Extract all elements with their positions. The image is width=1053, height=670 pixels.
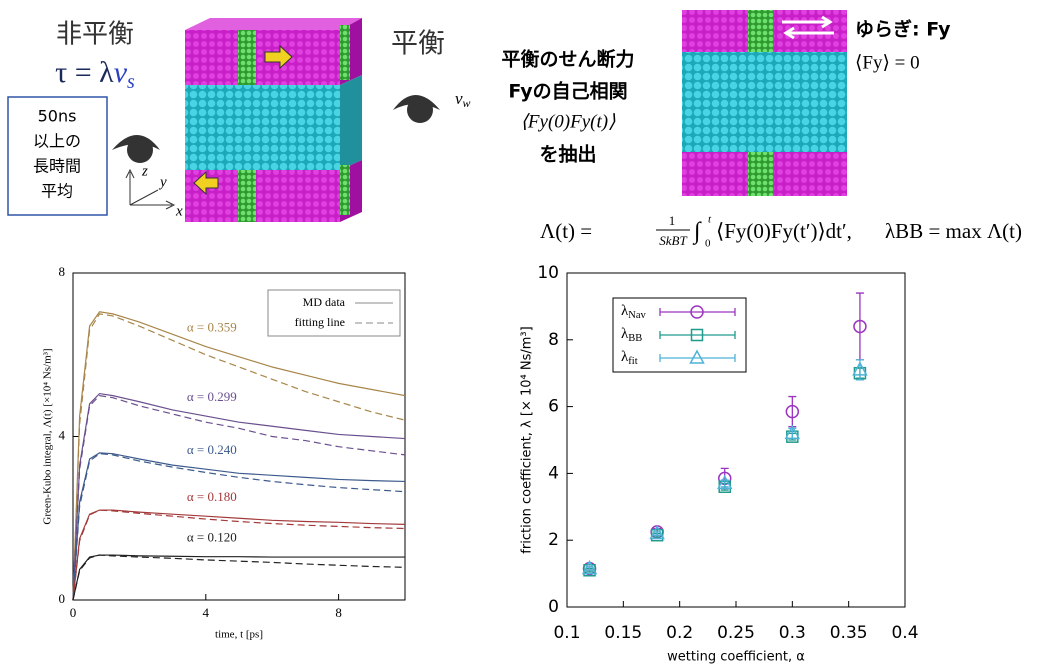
axis-z: z — [141, 163, 148, 179]
series-annotation: α = 0.180 — [187, 489, 237, 504]
formula-rhs: λBB = max Λ(t) — [885, 219, 1022, 243]
formula-num: 1 — [669, 213, 676, 228]
tau-v: v — [114, 56, 128, 89]
y-tick-label: 4 — [59, 427, 66, 442]
axis-x: x — [175, 203, 183, 219]
axis-y: y — [158, 174, 167, 190]
md-line — [73, 394, 405, 600]
y-tick-label: 10 — [537, 263, 559, 283]
legend-marker — [691, 351, 704, 363]
note-line: 以上の — [33, 132, 81, 151]
note-line: 50ns — [38, 107, 77, 126]
series-annotation: α = 0.299 — [187, 389, 237, 404]
legend-label: MD data — [303, 295, 346, 309]
tau-text: τ = λ — [55, 56, 114, 89]
formula-upper: t — [708, 214, 712, 226]
vw-label: vw — [455, 89, 471, 110]
step: を抽出 — [539, 143, 596, 166]
x-tick-label: 0.2 — [666, 623, 693, 643]
md-line — [73, 555, 405, 600]
legend-label: λBB — [621, 326, 642, 344]
formula-int: ∫ — [692, 219, 702, 246]
md-line — [73, 453, 405, 600]
tau-formula: τ = λvs — [55, 56, 135, 93]
step: Fyの自己相関 — [508, 80, 627, 103]
x-tick-label: 4 — [203, 605, 210, 620]
series-annotation: α = 0.359 — [187, 320, 237, 335]
y-tick-label: 0 — [548, 597, 559, 617]
formula-den: SkBT — [659, 233, 687, 248]
eye-icon — [112, 135, 160, 163]
y-axis-label: Green-Kubo integral, Λ(t) [×10⁴ Ns/m³] — [42, 348, 54, 524]
x-tick-label: 0.15 — [604, 623, 642, 643]
fluct: ゆらぎ: Fy — [855, 18, 951, 41]
x-axis-label: time, t [ps] — [215, 629, 263, 641]
legend-swatch — [660, 354, 735, 362]
md-box-eq — [682, 10, 847, 196]
x-tick-label: 8 — [335, 605, 342, 620]
x-axis-label: wetting coefficient, α — [667, 650, 805, 665]
series-annotation: α = 0.120 — [187, 530, 237, 545]
y-tick-label: 2 — [548, 530, 559, 550]
formula-lhs: Λ(t) = — [540, 219, 592, 243]
x-tick-label: 0.4 — [891, 623, 918, 643]
legend-label: λNav — [621, 303, 647, 321]
y-tick-label: 0 — [59, 591, 66, 606]
x-tick-label: 0 — [70, 605, 77, 620]
x-tick-label: 0.3 — [779, 623, 806, 643]
legend-swatch — [660, 331, 735, 339]
error-bar — [788, 397, 796, 427]
eye-icon — [393, 95, 440, 123]
y-tick-label: 4 — [548, 463, 559, 483]
slide: 非平衡 τ = λvs 50ns 以上の 長時間 平均 z y x 平衡 平衡の… — [0, 0, 1053, 670]
formula-body: ⟨Fy(0)Fy(t′)⟩dt′, — [716, 219, 852, 243]
fit-line — [73, 396, 405, 600]
tau-sub: s — [127, 71, 135, 93]
x-tick-label: 0.25 — [717, 623, 755, 643]
formula: Λ(t) = 1 SkBT ∫ 0 t ⟨Fy(0)Fy(t′)⟩dt′, λB… — [540, 213, 1022, 250]
axes-glyph — [126, 170, 174, 209]
y-tick-label: 8 — [59, 264, 66, 279]
formula-lower: 0 — [705, 238, 711, 250]
step: 平衡のせん断力 — [501, 48, 634, 71]
noneq-label: 非平衡 — [56, 20, 134, 50]
fluct-mean: ⟨Fy⟩ = 0 — [855, 52, 920, 73]
x-tick-label: 0.1 — [553, 623, 580, 643]
legend-label: fitting line — [295, 315, 345, 329]
y-axis-label: friction coefficient, λ [× 10⁴ Ns/m³] — [520, 326, 535, 553]
y-tick-label: 8 — [548, 330, 559, 350]
step: ⟨Fy(0)Fy(t)⟩ — [521, 111, 617, 132]
y-tick-label: 6 — [548, 397, 559, 417]
note-line: 長時間 — [33, 157, 81, 176]
legend-label: λfit — [621, 349, 638, 367]
eq-label: 平衡 — [391, 29, 445, 60]
fit-line — [73, 555, 405, 600]
md-box-noneq — [185, 18, 362, 222]
series-annotation: α = 0.240 — [187, 442, 237, 457]
x-tick-label: 0.35 — [830, 623, 868, 643]
note-line: 平均 — [41, 182, 73, 201]
legend-swatch — [660, 308, 735, 316]
error-bar — [856, 293, 864, 360]
